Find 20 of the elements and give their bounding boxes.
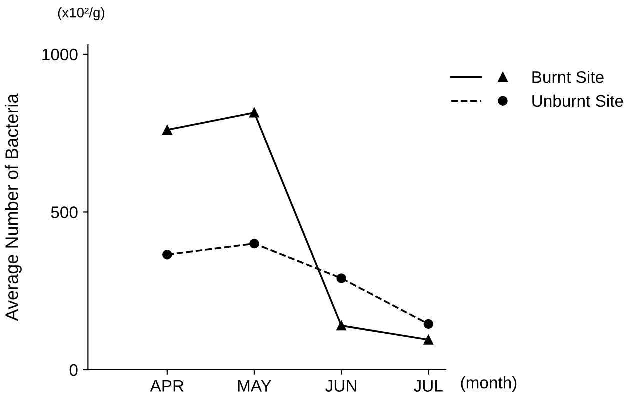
x-tick-label: APR (150, 380, 184, 392)
x-tick-label: JUN (326, 380, 356, 392)
legend-label: Burnt Site (532, 71, 604, 84)
point (424, 319, 434, 330)
point (336, 320, 346, 331)
text: (x10²/g) (58, 8, 104, 20)
legend-label: Unburnt Site (532, 94, 624, 108)
point (250, 108, 260, 118)
x-tick-label: JUL (414, 380, 443, 392)
point (162, 250, 172, 260)
y-tick-label: 0 (70, 364, 78, 376)
y-tick-label: 500 (51, 206, 78, 218)
point (336, 274, 346, 284)
x-tick-label: MAY (238, 380, 272, 392)
point (250, 238, 260, 249)
x-axis-title: (month) (461, 376, 517, 392)
point (424, 335, 434, 345)
point (162, 125, 172, 136)
y-axis-title: Average Number of Bacteria (5, 94, 22, 322)
y-tick-label: 1000 (42, 48, 78, 61)
